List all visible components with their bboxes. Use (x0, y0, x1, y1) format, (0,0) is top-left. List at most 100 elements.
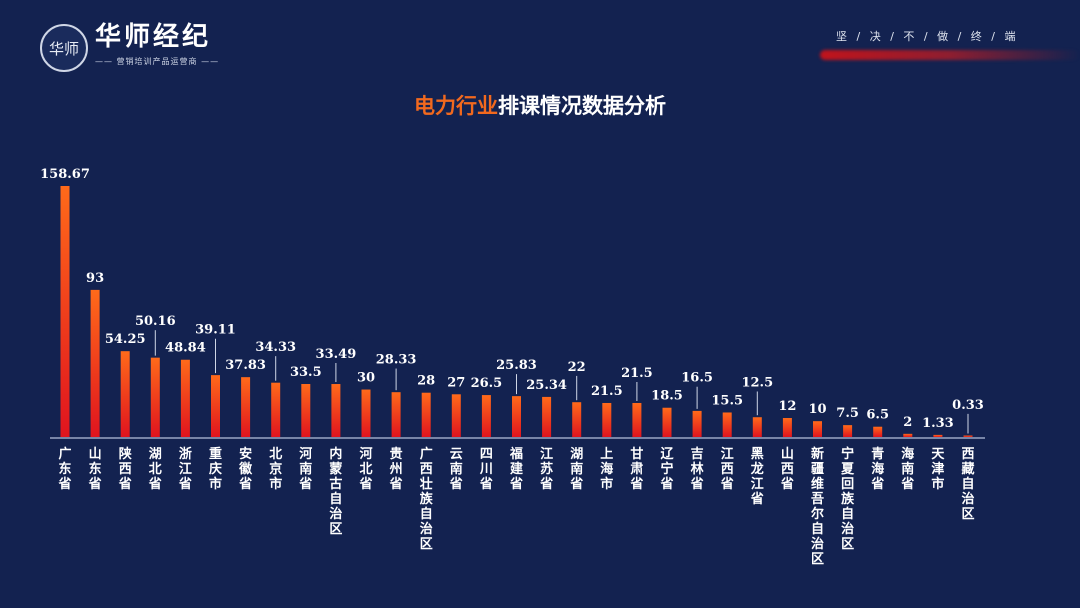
bar-0 (60, 186, 70, 437)
motto: 坚 / 决 / 不 / 做 / 终 / 端 (836, 30, 1017, 43)
category-label-15: 福建省 (509, 446, 523, 492)
bar-22 (722, 412, 732, 437)
data-label-14: 26.5 (471, 376, 503, 391)
data-label-3: 50.16 (135, 314, 176, 329)
category-label-5: 重庆市 (208, 446, 222, 492)
data-label-15: 25.83 (496, 358, 537, 373)
bar-18 (602, 402, 612, 437)
category-label-3: 湖北省 (148, 447, 162, 492)
data-label-25: 10 (808, 402, 826, 417)
bar-29 (933, 434, 943, 437)
bar-1 (90, 289, 100, 437)
bar-9 (331, 384, 341, 437)
data-label-16: 25.34 (526, 378, 567, 393)
bar-6 (241, 377, 251, 437)
data-label-28: 2 (903, 415, 912, 430)
data-label-29: 1.33 (922, 416, 954, 431)
data-label-27: 6.5 (866, 408, 889, 423)
bar-13 (451, 394, 461, 437)
logo-text: 华师 (48, 39, 79, 58)
bar-14 (481, 395, 491, 437)
bar-26 (843, 425, 853, 437)
data-label-13: 27 (447, 375, 465, 390)
data-label-10: 30 (357, 371, 375, 386)
bar-23 (752, 417, 762, 437)
bar-25 (813, 421, 822, 437)
bar-12 (421, 392, 431, 437)
bar-10 (361, 389, 371, 437)
bar-15 (512, 396, 521, 437)
bar-19 (632, 402, 642, 437)
data-label-8: 33.5 (290, 365, 322, 380)
data-label-23: 12.5 (741, 375, 773, 390)
data-label-6: 37.83 (225, 358, 266, 373)
bar-4 (180, 359, 190, 437)
logo: 华师 (40, 24, 88, 72)
category-label-25: 新疆维吾尔自治区 (811, 446, 824, 567)
category-label-7: 北京市 (269, 447, 282, 492)
bar-21 (692, 410, 702, 437)
bar-30 (963, 435, 973, 437)
bar-20 (662, 407, 672, 437)
data-label-7: 34.33 (255, 340, 296, 355)
bar-3 (150, 357, 160, 437)
data-label-19: 21.5 (621, 366, 653, 381)
category-label-13: 云南省 (449, 447, 463, 492)
category-label-19: 甘肃省 (629, 446, 643, 492)
category-label-17: 湖南省 (569, 447, 583, 492)
data-label-11: 28.33 (376, 353, 417, 368)
bar-2 (120, 351, 130, 437)
data-label-17: 22 (568, 360, 586, 375)
category-label-8: 河南省 (298, 446, 312, 492)
data-label-20: 18.5 (651, 389, 683, 404)
category-label-6: 安徽省 (238, 446, 253, 492)
category-label-23: 黑龙江省 (750, 447, 764, 507)
title-highlight: 电力行业 (414, 94, 498, 118)
category-label-14: 四川省 (479, 447, 493, 492)
category-label-0: 广东省 (57, 446, 71, 492)
bar-17 (572, 402, 582, 437)
category-label-12: 广西壮族自治区 (420, 446, 434, 552)
category-label-26: 宁夏回族自治区 (840, 446, 855, 552)
bar-24 (782, 418, 792, 437)
data-label-30: 0.33 (952, 398, 984, 413)
bar-8 (301, 384, 311, 437)
category-label-10: 河北省 (358, 446, 372, 492)
bar-7 (271, 382, 281, 437)
data-label-5: 39.11 (195, 323, 236, 338)
category-label-16: 江苏省 (539, 446, 553, 492)
data-label-4: 48.84 (165, 341, 206, 356)
category-label-21: 吉林省 (690, 447, 704, 492)
category-label-28: 海南省 (900, 446, 914, 492)
category-label-4: 浙江省 (178, 446, 192, 492)
data-label-24: 12 (778, 399, 796, 414)
data-label-21: 16.5 (681, 371, 713, 386)
category-label-1: 山东省 (88, 446, 102, 492)
chart-title: 电力行业排课情况数据分析 (0, 90, 1080, 120)
bar-28 (903, 433, 913, 437)
category-label-24: 山西省 (780, 446, 794, 492)
data-label-2: 54.25 (105, 332, 146, 347)
data-label-9: 33.49 (316, 347, 357, 362)
data-label-22: 15.5 (711, 393, 743, 408)
category-label-9: 内蒙古自治区 (329, 446, 342, 537)
data-label-18: 21.5 (591, 384, 623, 399)
bar-16 (542, 396, 552, 437)
decorative-red-stripe (820, 50, 1080, 60)
data-label-1: 93 (86, 271, 104, 286)
category-label-11: 贵州省 (389, 446, 403, 492)
bar-5 (211, 375, 220, 437)
category-label-30: 西藏自治区 (961, 447, 974, 522)
title-rest: 排课情况数据分析 (498, 94, 666, 118)
bar-11 (391, 392, 401, 437)
data-label-26: 7.5 (836, 406, 859, 421)
category-label-18: 上海市 (600, 447, 613, 492)
category-label-2: 陕西省 (118, 446, 133, 492)
brand-tagline: —— 营销培训产品运营商 —— (95, 57, 220, 66)
category-label-27: 青海省 (870, 446, 884, 492)
category-label-29: 天津市 (931, 447, 945, 492)
data-label-0: 158.67 (40, 167, 90, 182)
bar-27 (873, 426, 883, 437)
brand-name: 华师经纪 (95, 22, 212, 52)
